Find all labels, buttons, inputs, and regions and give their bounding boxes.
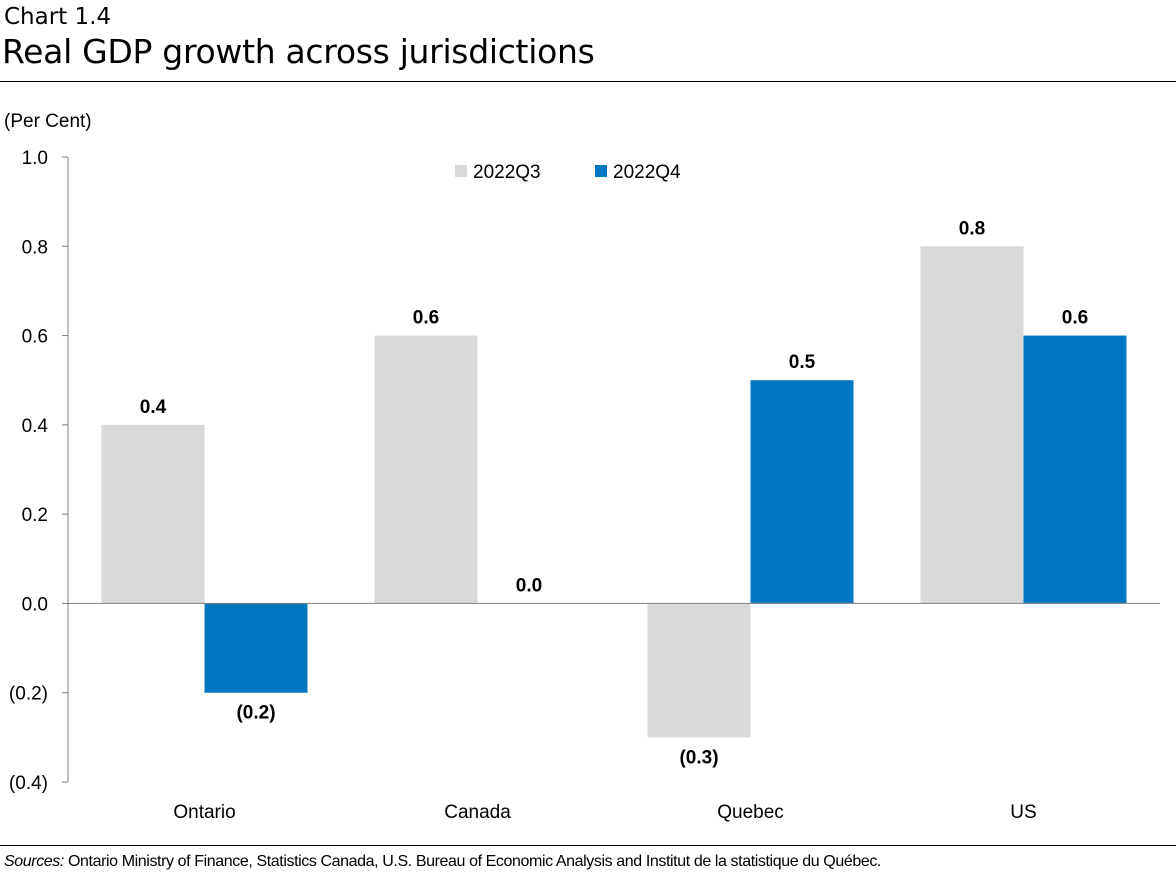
sources-text: Ontario Ministry of Finance, Statistics …	[68, 853, 881, 870]
x-tick-label: Canada	[444, 802, 511, 823]
y-tick-label: 0.8	[22, 237, 48, 258]
y-tick-label: 0.0	[22, 594, 48, 615]
data-label: 0.6	[413, 308, 439, 329]
title-divider	[0, 81, 1176, 82]
bar-2022q4-ontario	[204, 603, 308, 693]
sources-label: Sources:	[4, 853, 64, 870]
x-tick-label: Quebec	[717, 802, 784, 823]
data-label: 0.6	[1062, 308, 1088, 329]
bar-2022q4-quebec	[750, 380, 854, 604]
bar-2022q3-ontario	[101, 424, 205, 604]
y-axis-label: (Per Cent)	[4, 111, 92, 132]
legend-label: 2022Q3	[473, 162, 541, 183]
y-tick-label: 0.6	[22, 327, 48, 348]
data-label: 0.5	[789, 352, 816, 373]
data-label: 0.0	[516, 575, 542, 596]
legend-label: 2022Q4	[613, 162, 681, 183]
chart-title: Real GDP growth across jurisdictions	[2, 32, 595, 71]
bar-2022q3-quebec	[647, 603, 751, 738]
y-tick-label: (0.4)	[9, 773, 48, 794]
y-tick-label: 1.0	[22, 148, 48, 169]
chart-number: Chart 1.4	[4, 4, 112, 30]
data-label: 0.8	[959, 218, 985, 239]
legend-swatch	[595, 165, 607, 177]
bar-2022q3-us	[920, 246, 1024, 604]
bar-chart: (Per Cent) 1.0 0.8 0.6 0.4 0.2 0.0 (0.2) (0.4) 0.…	[4, 111, 1160, 823]
x-tick-label: Ontario	[173, 802, 235, 823]
y-tick-label: (0.2)	[9, 684, 48, 705]
bar-2022q3-canada	[374, 335, 478, 604]
y-tick-label: 0.2	[22, 505, 48, 526]
sources-note: Sources: Ontario Ministry of Finance, St…	[4, 853, 881, 871]
x-tick-label: US	[1010, 802, 1036, 823]
bar-2022q4-us	[1023, 335, 1127, 604]
data-label: 0.4	[140, 397, 167, 418]
legend-swatch	[455, 165, 467, 177]
data-label: (0.3)	[679, 747, 718, 768]
y-tick-label: 0.4	[22, 416, 49, 437]
footer-divider	[0, 845, 1176, 846]
data-label: (0.2)	[236, 703, 275, 724]
